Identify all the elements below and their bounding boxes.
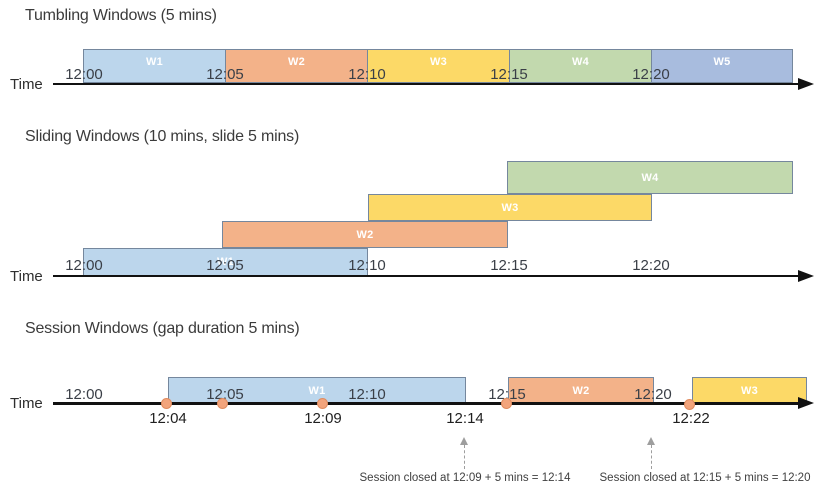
session-annotation-arrow-2-stem xyxy=(651,445,652,469)
sliding-title: Sliding Windows (10 mins, slide 5 mins) xyxy=(25,128,300,145)
sliding-time-axis-label: Time xyxy=(10,268,43,285)
sliding-window-w3-label: W3 xyxy=(501,201,519,214)
tumbling-axis-arrow-icon xyxy=(798,78,814,90)
sliding-axis-arrow-icon xyxy=(798,270,814,282)
session-event-dot-12-09 xyxy=(317,398,328,409)
sliding-tick-12-10: 12:10 xyxy=(348,257,386,274)
sliding-time-axis xyxy=(53,275,803,277)
tumbling-tick-12-00: 12:00 xyxy=(65,66,103,83)
sliding-tick-12-15: 12:15 xyxy=(490,257,528,274)
session-event-dot-12-22 xyxy=(684,399,695,410)
session-event-dot-12-15 xyxy=(501,398,512,409)
session-annotation-arrow-2-icon xyxy=(647,437,655,445)
session-annotation-arrow-1-stem xyxy=(464,445,465,469)
sliding-tick-12-00: 12:00 xyxy=(65,257,103,274)
session-tick-12-05: 12:05 xyxy=(206,386,244,403)
tumbling-window-w1-label: W1 xyxy=(145,56,164,68)
session-event-label-12-14: 12:14 xyxy=(446,410,484,427)
tumbling-tick-12-15: 12:15 xyxy=(490,66,528,83)
session-axis-arrow-icon xyxy=(798,397,814,409)
tumbling-window-w2-label: W2 xyxy=(287,56,306,68)
session-event-label-12-04: 12:04 xyxy=(149,410,187,427)
sliding-window-w1: W1 xyxy=(83,248,368,276)
session-time-axis-label: Time xyxy=(10,395,43,412)
tumbling-window-w4-label: W4 xyxy=(571,56,590,68)
tumbling-window-w3-label: W3 xyxy=(429,56,448,68)
session-event-label-12-09: 12:09 xyxy=(304,410,342,427)
tumbling-window-w1: W1 xyxy=(83,49,226,83)
sliding-window-w2-label: W2 xyxy=(356,228,374,241)
session-window-w1-label: W1 xyxy=(308,384,326,397)
tumbling-tick-12-10: 12:10 xyxy=(348,66,386,83)
sliding-window-w3: W3 xyxy=(368,194,652,221)
session-time-axis xyxy=(53,402,803,405)
session-annotation-1: Session closed at 12:09 + 5 mins = 12:14 xyxy=(359,472,571,484)
sliding-window-w2: W2 xyxy=(222,221,508,248)
tumbling-time-axis-label: Time xyxy=(10,76,43,93)
session-window-w2: W2 xyxy=(508,377,654,404)
session-annotation-2: Session closed at 12:15 + 5 mins = 12:20 xyxy=(599,472,811,484)
tumbling-window-w4: W4 xyxy=(509,49,652,83)
session-event-dot-12-04 xyxy=(161,398,172,409)
session-window-w2-label: W2 xyxy=(572,384,590,397)
tumbling-window-w5-label: W5 xyxy=(713,56,731,68)
tumbling-tick-12-05: 12:05 xyxy=(206,66,244,83)
tumbling-time-axis xyxy=(53,83,803,85)
session-tick-12-10: 12:10 xyxy=(348,386,386,403)
tumbling-window-w3: W3 xyxy=(367,49,510,83)
tumbling-window-w5: W5 xyxy=(651,49,793,83)
session-window-w3-label: W3 xyxy=(740,384,759,397)
session-title: Session Windows (gap duration 5 mins) xyxy=(25,320,300,337)
sliding-window-w1-label: W1 xyxy=(216,256,235,268)
session-tick-12-00: 12:00 xyxy=(65,386,103,403)
session-event-label-12-22: 12:22 xyxy=(672,410,710,427)
sliding-tick-12-20: 12:20 xyxy=(632,257,670,274)
tumbling-window-w2: W2 xyxy=(225,49,368,83)
session-window-w3: W3 xyxy=(692,377,807,404)
sliding-window-w4: W4 xyxy=(507,161,793,194)
tumbling-tick-12-20: 12:20 xyxy=(632,66,670,83)
session-tick-12-20: 12:20 xyxy=(634,386,672,403)
session-tick-12-15: 12:15 xyxy=(488,386,526,403)
session-event-dot-2 xyxy=(217,398,228,409)
sliding-tick-12-05: 12:05 xyxy=(206,257,244,274)
tumbling-title: Tumbling Windows (5 mins) xyxy=(25,7,217,24)
session-annotation-arrow-1-icon xyxy=(460,437,468,445)
sliding-window-w4-label: W4 xyxy=(641,171,659,184)
